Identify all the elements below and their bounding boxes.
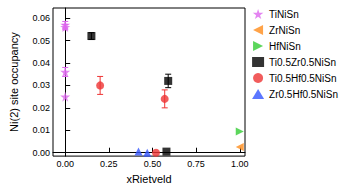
- svg-text:0.75: 0.75: [187, 159, 205, 169]
- svg-text:TiNiSn: TiNiSn: [269, 9, 299, 20]
- svg-text:HfNiSn: HfNiSn: [269, 41, 301, 52]
- svg-text:0.50: 0.50: [144, 159, 162, 169]
- svg-text:Zr0.5Hf0.5NiSn: Zr0.5Hf0.5NiSn: [269, 89, 338, 100]
- svg-text:0.04: 0.04: [32, 58, 50, 68]
- svg-text:Ni(2) site occupancy: Ni(2) site occupancy: [8, 32, 20, 132]
- svg-text:ZrNiSn: ZrNiSn: [269, 25, 300, 36]
- svg-text:0.06: 0.06: [32, 13, 50, 23]
- svg-text:0.00: 0.00: [56, 159, 74, 169]
- svg-text:xRietveld: xRietveld: [126, 173, 171, 185]
- svg-text:0.05: 0.05: [32, 36, 50, 46]
- svg-text:0.02: 0.02: [32, 103, 50, 113]
- svg-text:Ti0.5Hf0.5NiSn: Ti0.5Hf0.5NiSn: [269, 73, 336, 84]
- svg-text:0.25: 0.25: [100, 159, 118, 169]
- svg-text:0.00: 0.00: [32, 148, 50, 158]
- svg-text:0.03: 0.03: [32, 80, 50, 90]
- svg-text:0.01: 0.01: [32, 125, 50, 135]
- svg-text:1.00: 1.00: [231, 159, 249, 169]
- svg-text:Ti0.5Zr0.5NiSn: Ti0.5Zr0.5NiSn: [269, 57, 336, 68]
